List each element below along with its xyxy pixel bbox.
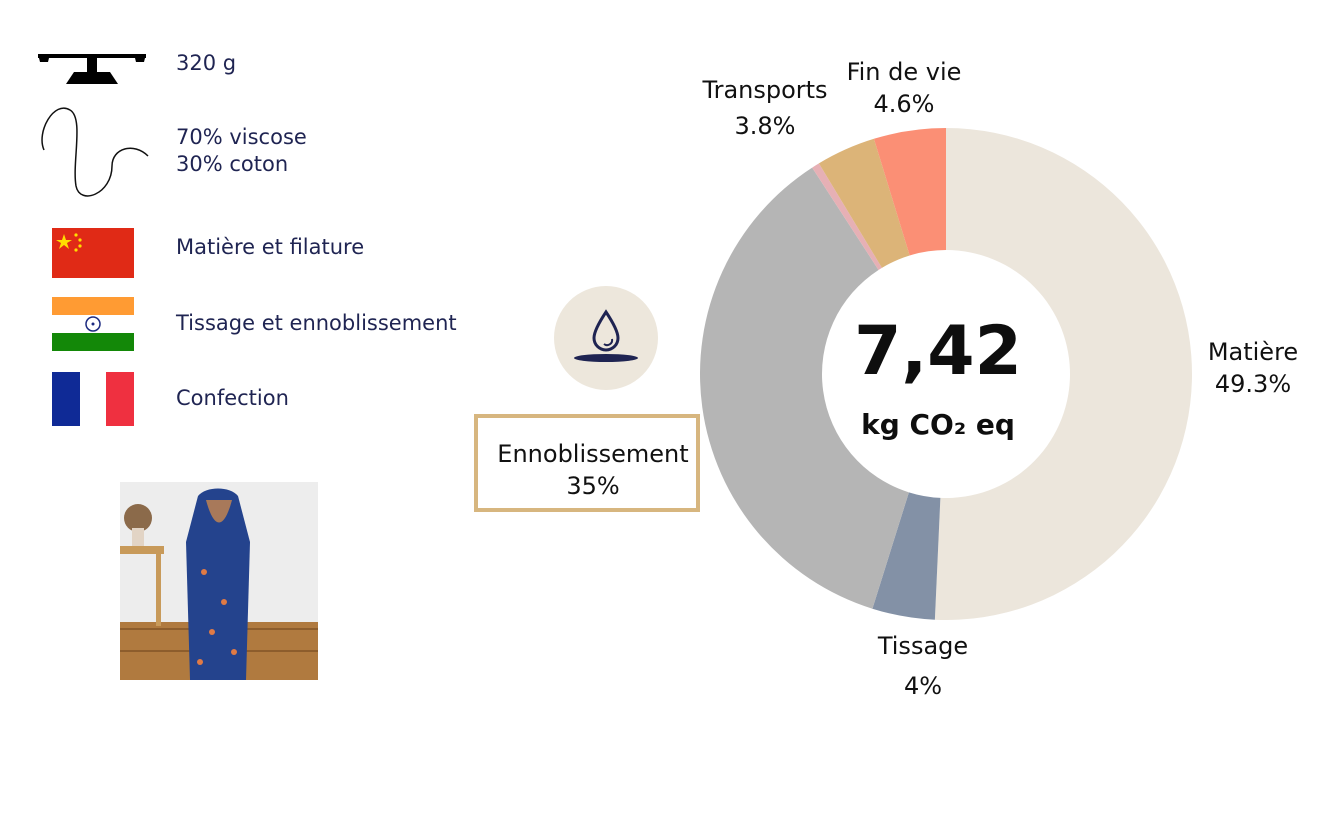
total-emissions-value: 7,42: [854, 312, 1022, 391]
donut-slice-tissage: [872, 492, 941, 620]
donut-slice-confection: [812, 163, 882, 270]
label-findevie: Fin de vie 4.6%: [836, 56, 972, 120]
label-findevie-pct: 4.6%: [873, 90, 935, 118]
label-transports: Transports 3.8%: [690, 74, 840, 142]
donut-slice-ennoblissement: [700, 167, 909, 609]
label-ennoblissement: Ennoblissement 35%: [478, 438, 708, 502]
label-tissage-name: Tissage: [877, 632, 969, 660]
label-matiere: Matière 49.3%: [1196, 336, 1310, 400]
donut-slice-fin-de-vie: [873, 128, 946, 256]
total-emissions-unit: kg CO₂ eq: [861, 408, 1015, 441]
label-tissage-pct: 4%: [903, 672, 943, 700]
label-matiere-name: Matière: [1207, 338, 1299, 366]
india-flag: [52, 297, 134, 351]
label-matiere-pct: 49.3%: [1214, 370, 1292, 398]
label-tissage: Tissage 4%: [862, 630, 984, 702]
country-step-1: Matière et filature: [176, 235, 365, 259]
label-transports-name: Transports: [702, 76, 828, 104]
country-step-3: Confection: [176, 386, 289, 410]
label-ennoblissement-pct: 35%: [566, 472, 620, 500]
water-drop-icon: [574, 309, 638, 362]
highlight-box-ennoblissement: [474, 414, 700, 512]
label-transports-pct: 3.8%: [734, 112, 796, 140]
donut-slice-transports: [818, 138, 910, 268]
donut-slice-mati-re: [934, 128, 1192, 620]
scale-icon: [36, 42, 148, 86]
thread-icon: [34, 102, 152, 202]
composition-line-2: 30% coton: [176, 152, 289, 176]
france-flag: [52, 372, 134, 426]
composition-line-1: 70% viscose: [176, 125, 307, 149]
china-flag: [52, 228, 134, 282]
country-step-2: Tissage et ennoblissement: [176, 311, 457, 335]
weight-value: 320 g: [176, 51, 237, 75]
product-photo: [120, 482, 318, 680]
label-ennoblissement-name: Ennoblissement: [497, 440, 689, 468]
label-findevie-name: Fin de vie: [846, 58, 962, 86]
water-badge: [554, 286, 658, 390]
